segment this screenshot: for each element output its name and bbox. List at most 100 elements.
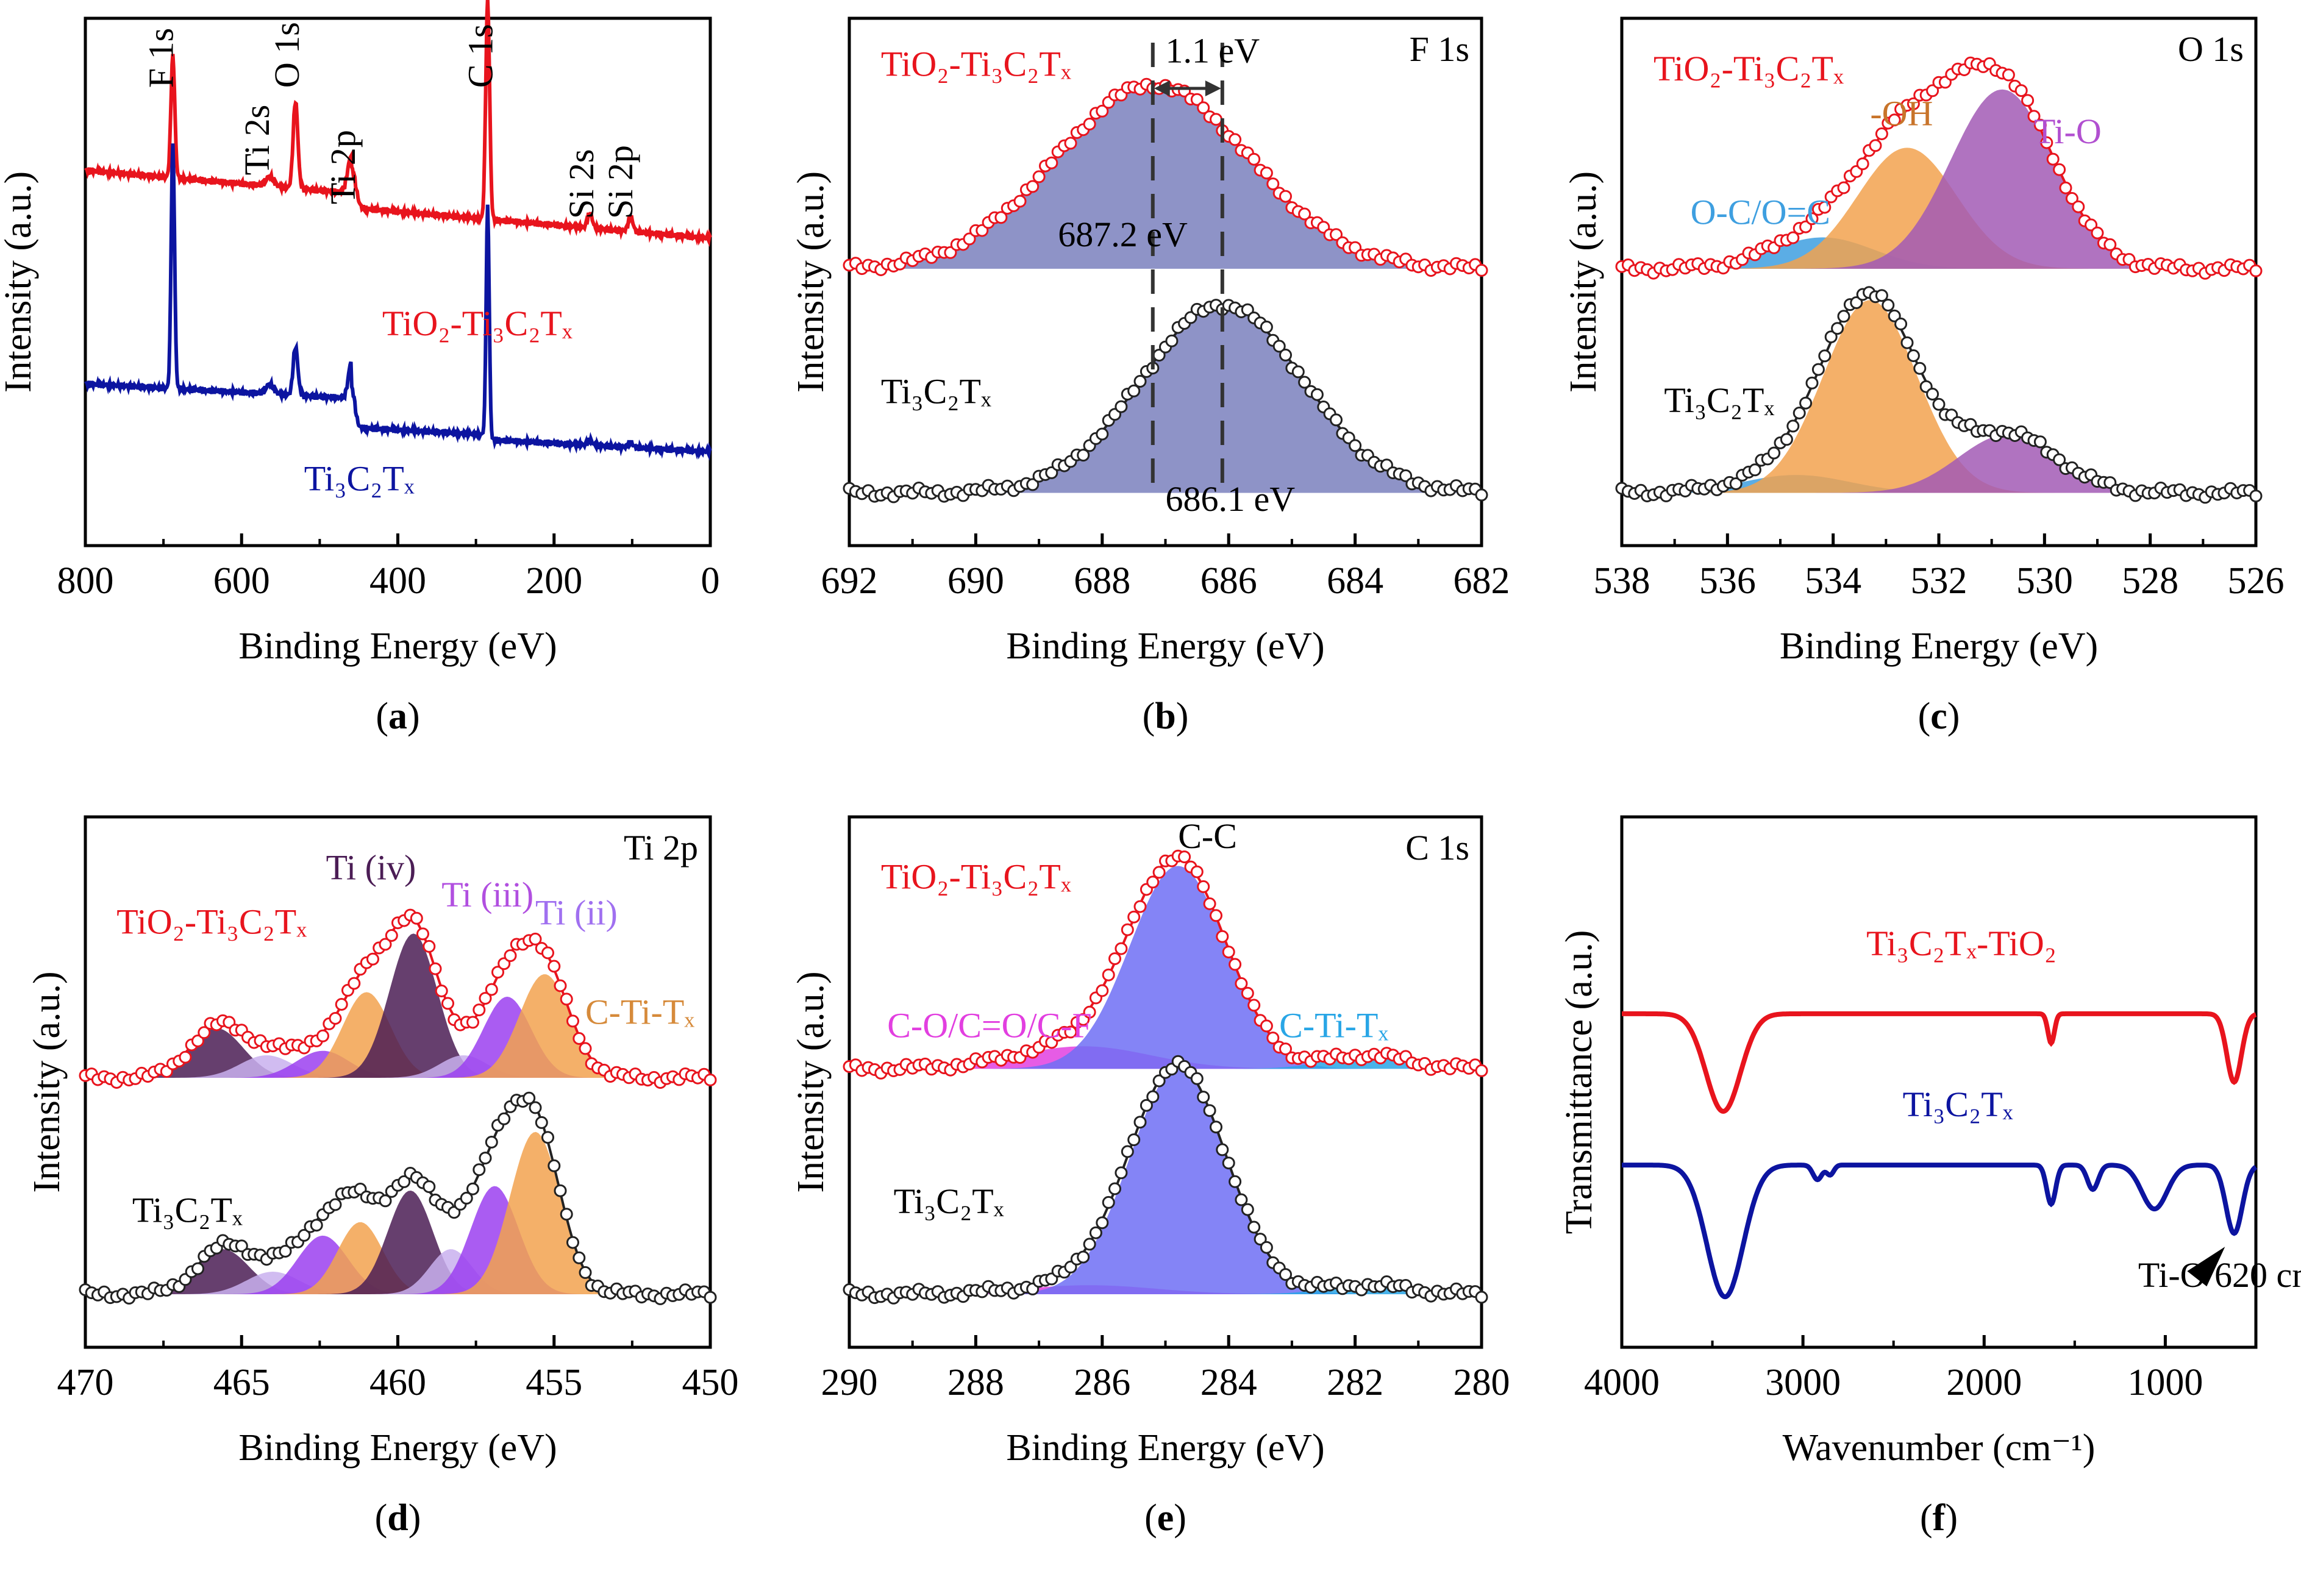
data-point — [1888, 113, 1901, 127]
data-point — [1875, 127, 1888, 140]
data-point — [1096, 1216, 1109, 1230]
panel-d: 470 465 460 455 450 Binding Energy (eV) Intens… — [26, 815, 739, 1539]
x-axis-label: Binding Energy (eV) — [238, 1427, 557, 1469]
data-point — [498, 1112, 511, 1125]
data-point — [1811, 363, 1825, 376]
data-point — [1748, 463, 1761, 477]
data-point — [1786, 419, 1800, 433]
fit-component — [1622, 300, 2256, 493]
data-point — [379, 1194, 392, 1208]
fit-component — [1622, 89, 2256, 269]
x-tick-label: 686 — [1200, 560, 1257, 602]
data-point — [504, 949, 517, 963]
x-tick-label: 688 — [1074, 560, 1130, 602]
data-point — [535, 1116, 548, 1129]
data-point — [1279, 190, 1292, 203]
x-tick-label: 800 — [57, 560, 114, 602]
data-point — [1077, 1250, 1090, 1264]
panel-label: (c) — [1918, 696, 1960, 737]
annotation-label: Ti 2s — [237, 105, 277, 176]
data-point — [1907, 349, 1920, 362]
data-point — [1140, 1099, 1153, 1112]
core-level-label: C 1s — [1405, 828, 1469, 867]
data-point — [548, 1159, 561, 1172]
y-axis-label: Intensity (a.u.) — [0, 171, 39, 393]
x-tick-label: 692 — [821, 560, 878, 602]
data-point — [1210, 909, 1222, 922]
x-tick-label: 690 — [947, 560, 1004, 602]
data-point — [1824, 330, 1838, 344]
data-point — [1064, 1025, 1077, 1039]
data-point — [1241, 1203, 1254, 1216]
x-axis-label: Binding Energy (eV) — [238, 625, 557, 667]
data-point — [1888, 309, 1901, 322]
data-point — [1216, 930, 1229, 943]
data-point — [1241, 303, 1254, 316]
data-point — [1133, 375, 1147, 388]
data-point — [1856, 157, 1869, 171]
data-point — [1197, 1091, 1210, 1104]
data-point — [1882, 299, 1895, 312]
panel-f: 4000 3000 2000 1000 Wavenumber (cm⁻¹) Transmi… — [1558, 815, 2301, 1539]
data-point — [1475, 263, 1488, 277]
annotation-label: Ti-O 620 cm⁻¹ — [2138, 1255, 2301, 1295]
annotation-label: Ti₃C₂Tₓ — [132, 1191, 243, 1230]
data-point — [385, 929, 398, 942]
data-point — [1837, 310, 1850, 323]
data-point — [554, 1184, 567, 1197]
x-tick-label: 536 — [1699, 560, 1756, 602]
data-point — [2091, 226, 2104, 240]
panel-label: (e) — [1144, 1497, 1186, 1539]
y-axis-label: Intensity (a.u.) — [26, 971, 68, 1192]
data-point — [1096, 427, 1109, 441]
annotation-label: C-O/C=O/C-F — [887, 1005, 1092, 1045]
data-point — [1096, 984, 1109, 997]
annotation-label: Ti₃C₂Tₓ — [304, 459, 415, 499]
data-point — [423, 1180, 436, 1194]
fit-component — [85, 974, 710, 1078]
data-point — [1272, 340, 1286, 353]
data-point — [1222, 946, 1235, 959]
annotation-label: Ti (iii) — [441, 875, 533, 914]
ftir-spectrum-0 — [1622, 1011, 2257, 1114]
data-point — [1793, 407, 1806, 419]
data-point — [198, 1026, 211, 1039]
fit-component — [849, 304, 1482, 493]
x-axis-label: Binding Energy (eV) — [1780, 625, 2098, 667]
ftir-spectrum-1 — [1622, 1163, 2258, 1300]
data-point — [1913, 362, 1927, 375]
data-point — [541, 946, 554, 960]
data-point — [704, 1291, 717, 1304]
data-point — [1190, 865, 1204, 878]
fit-component — [85, 1272, 710, 1294]
data-point — [560, 1208, 573, 1221]
panel-label: (f) — [1920, 1497, 1958, 1539]
data-point — [1799, 396, 1813, 410]
data-point — [1083, 118, 1096, 130]
data-point — [485, 983, 498, 996]
y-axis-label: Intensity (a.u.) — [790, 171, 832, 393]
panel-a: 800 600 400 200 0 Binding Energy (eV) Intensit… — [0, 0, 720, 737]
data-point — [329, 1198, 342, 1211]
data-point — [1875, 289, 1888, 302]
annotation-label: Ti-O — [2034, 112, 2102, 151]
data-point — [1805, 212, 1819, 226]
data-point — [479, 1152, 492, 1165]
data-point — [1254, 1233, 1267, 1246]
data-point — [1837, 181, 1850, 194]
data-point — [1222, 1156, 1235, 1170]
annotation-label: C 1s — [461, 24, 501, 88]
annotation-label: Ti₃C₂Tₓ — [1664, 380, 1774, 420]
annotation-label: C-C — [1178, 816, 1237, 856]
data-point — [1399, 469, 1413, 482]
data-point — [1786, 231, 1800, 244]
data-point — [2014, 84, 2028, 98]
x-tick-label: 2000 — [1946, 1362, 2022, 1403]
data-point — [191, 1035, 204, 1047]
data-point — [573, 1251, 586, 1264]
data-point — [2085, 218, 2098, 232]
data-point — [2033, 118, 2047, 132]
data-point — [1247, 1220, 1261, 1234]
data-point — [429, 962, 442, 975]
data-point — [1799, 220, 1813, 233]
